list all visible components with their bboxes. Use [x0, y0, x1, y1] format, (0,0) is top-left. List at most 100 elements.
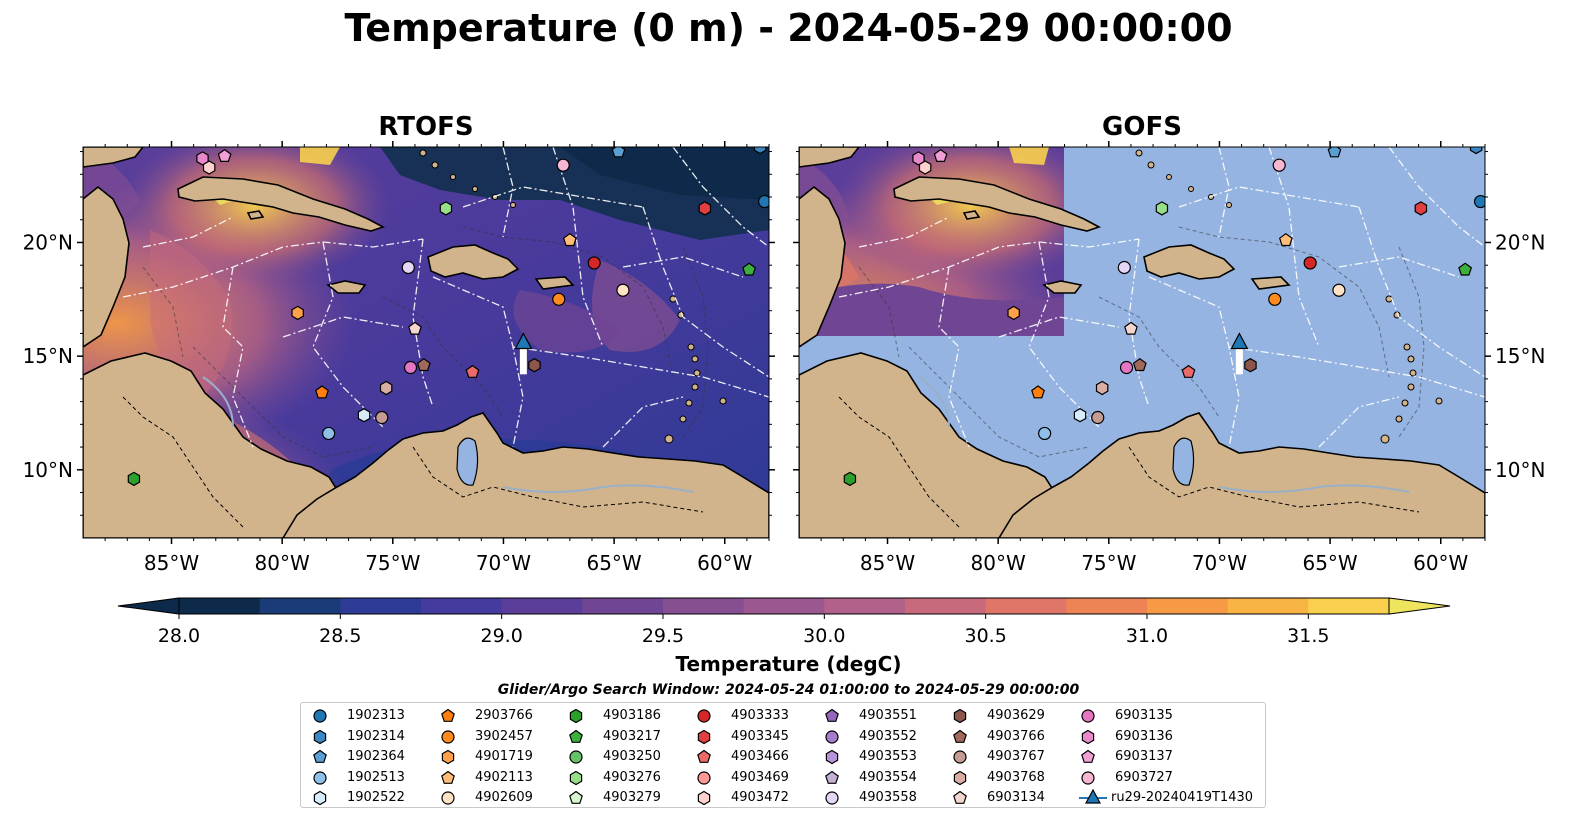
colorbar-label: Temperature (degC) [675, 652, 902, 676]
lat-tick-label: 20°N [1495, 230, 1545, 254]
lon-tick-label: 85°W [144, 551, 199, 575]
legend-item-label: 4903279 [603, 790, 661, 806]
legend-item-label: 4903276 [603, 769, 661, 785]
legend-marker-1902522 [313, 791, 327, 806]
colorbar-extend-min [117, 597, 180, 615]
legend-marker-4903333 [697, 709, 711, 723]
gofs-markers [843, 147, 1485, 487]
legend-item-label: 4903558 [859, 790, 917, 806]
legend-marker-4903345 [697, 729, 711, 744]
legend-marker-4903629 [953, 708, 967, 724]
lat-tick-label: 15°N [1495, 344, 1545, 368]
legend-marker-icon [825, 729, 839, 744]
colorbar-tick-label: 28.5 [319, 625, 361, 647]
legend-marker-4903466 [697, 749, 711, 764]
colorbar-bin [1227, 598, 1309, 614]
legend-marker-4901719 [441, 749, 455, 765]
legend-item-label: 1902513 [347, 769, 405, 785]
colorbar-tick-label: 29.0 [481, 625, 523, 647]
legend-item-label: 4903345 [731, 728, 789, 744]
float-marker-4902609 [1332, 283, 1346, 297]
colorbar-bin [340, 598, 422, 614]
colorbar: 28.0 28.5 29.0 29.5 30.0 30.5 31.0 31.5 [117, 597, 1451, 647]
legend-marker-icon [1081, 709, 1095, 723]
float-marker-2903766 [1031, 385, 1045, 399]
float-marker-4903466 [465, 364, 480, 378]
legend-marker-icon [953, 708, 967, 724]
colorbar-bin [743, 598, 825, 614]
float-marker-4903186 [127, 471, 141, 487]
lon-tick-label: 75°W [1081, 551, 1136, 575]
legend-item-label: 4903767 [987, 749, 1045, 765]
float-marker-3902457 [1268, 292, 1282, 306]
float-marker-1902513 [322, 426, 336, 441]
legend-marker-icon [569, 770, 583, 785]
float-marker-1902522 [1073, 408, 1087, 423]
colorbar-bin [1147, 598, 1229, 614]
float-marker-2903766 [315, 385, 329, 399]
float-marker-4903558 [401, 260, 415, 275]
lat-tick-label: 10°N [1495, 458, 1545, 482]
legend-item-label: 4903333 [731, 708, 789, 723]
legend-marker-4903276 [569, 770, 583, 785]
float-marker-6903137 [933, 148, 948, 162]
legend-marker-icon [313, 709, 327, 723]
float-marker-4903345 [1414, 201, 1428, 216]
float-marker-1902513 [1038, 426, 1052, 441]
legend-marker-icon [825, 708, 839, 722]
float-marker-1902313 [757, 194, 769, 209]
colorbar-tick-label: 29.5 [642, 625, 684, 647]
legend-marker-icon [697, 791, 711, 806]
legend-item-label: 4901719 [475, 749, 533, 765]
colorbar-bin [259, 598, 341, 614]
legend-item-label: 1902314 [347, 728, 405, 744]
legend-marker-icon [1081, 771, 1095, 785]
legend-marker-1902513 [313, 771, 327, 785]
float-marker-4903629 [1244, 358, 1257, 373]
float-marker-1902314 [1469, 147, 1483, 155]
legend-marker-icon [569, 729, 583, 743]
colorbar-bin [985, 598, 1067, 614]
legend-title: Glider/Argo Search Window: 2024-05-24 01… [497, 682, 1080, 698]
float-marker-6903135 [403, 360, 418, 375]
colorbar-tick-label: 31.0 [1126, 625, 1168, 647]
legend-marker-1902314 [313, 729, 327, 744]
lon-tick-label: 70°W [476, 551, 531, 575]
legend-marker-4902609 [441, 791, 455, 805]
legend-marker-icon [697, 749, 711, 764]
lon-tick-label: 80°W [255, 551, 310, 575]
colorbar-tick-label: 31.5 [1287, 625, 1329, 647]
panel-title-rtofs: RTOFS [378, 112, 474, 142]
legend-marker-icon [1079, 789, 1107, 804]
legend-marker-icon [441, 729, 455, 744]
legend-item-label: 4903766 [987, 728, 1045, 744]
float-marker-4903345 [698, 201, 712, 216]
legend-item-label: 4903629 [987, 708, 1045, 723]
float-marker-4903766 [416, 357, 431, 372]
lon-tick-label: 85°W [860, 551, 915, 575]
legend-item-label: 4902609 [475, 790, 533, 806]
colorbar-bin [905, 598, 987, 614]
legend-marker-4903217 [569, 729, 583, 743]
legend-marker-4903553 [825, 749, 839, 765]
lon-tick-label: 65°W [586, 551, 641, 575]
colorbar-bin [582, 598, 664, 614]
legend-item-label: 1902522 [347, 790, 405, 806]
float-marker-1902364 [611, 147, 626, 158]
rtofs-markers [127, 147, 769, 487]
lon-tick-label: 65°W [1302, 551, 1357, 575]
legend-marker-icon [825, 749, 839, 765]
legend-marker-icon [441, 749, 455, 765]
colorbar-tick-label: 28.0 [158, 625, 200, 647]
legend-marker-icon [569, 791, 583, 805]
lon-tick-label: 60°W [1413, 551, 1468, 575]
float-marker-6903135 [1119, 360, 1134, 375]
legend-marker-1902313 [313, 709, 327, 723]
float-marker-4903276 [1155, 201, 1169, 216]
float-marker-4901719 [291, 305, 304, 321]
float-marker-6903134 [1124, 321, 1138, 335]
legend-marker-4903554 [825, 770, 839, 784]
legend-item-label: 6903727 [1115, 769, 1173, 785]
legend-item-label: 4903472 [731, 790, 789, 806]
